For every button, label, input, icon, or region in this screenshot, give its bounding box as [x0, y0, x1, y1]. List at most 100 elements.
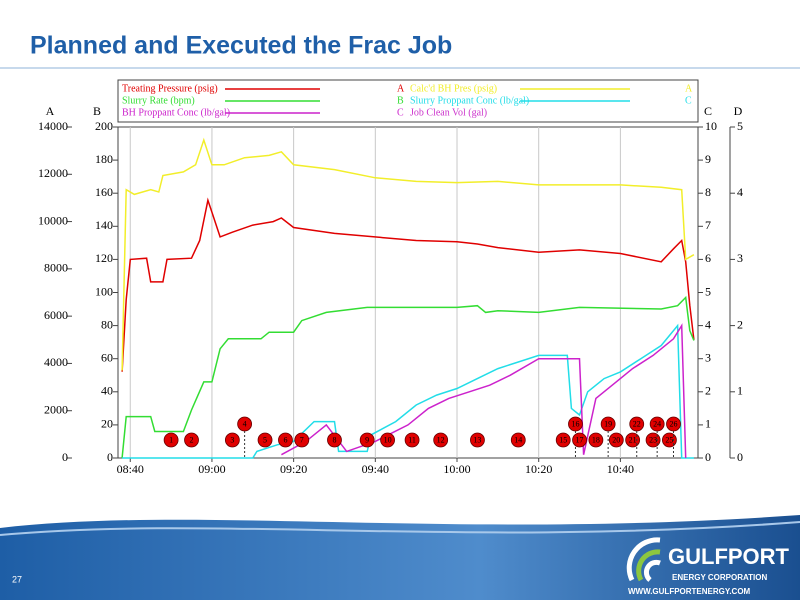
- y-tick-label: 1: [737, 384, 743, 398]
- legend-axis: C: [685, 95, 692, 106]
- event-marker: 1: [163, 432, 179, 448]
- event-marker: 23: [645, 432, 661, 448]
- y-tick-label: 4: [705, 317, 711, 331]
- footer-wave: [0, 521, 800, 536]
- y-tick-label: 0: [107, 450, 113, 464]
- event-label: 2: [190, 435, 194, 444]
- y-tick-label: 1: [705, 417, 711, 431]
- y-tick-label: 80: [101, 317, 113, 331]
- event-marker: 3: [224, 432, 240, 448]
- event-label: 20: [612, 435, 620, 444]
- event-dot: [555, 432, 571, 448]
- axis-name: B: [93, 104, 101, 118]
- logo: GULFPORT ENERGY CORPORATION WWW.GULFPORT…: [626, 537, 790, 596]
- logo-arc: [636, 549, 661, 582]
- y-tick-label: 200: [95, 119, 113, 133]
- plot-frame: [117, 126, 699, 459]
- y-tick-label: 0: [62, 450, 68, 464]
- event-label: 10: [384, 435, 392, 444]
- y-tick-label: 4000: [44, 355, 68, 369]
- event-label: 19: [604, 419, 612, 428]
- event-dot: [404, 432, 420, 448]
- series-line: [122, 323, 694, 459]
- event-dot: [662, 432, 677, 448]
- logo-name: GULFPORT: [668, 544, 790, 569]
- event-marker: 5: [257, 432, 273, 448]
- event-dot: [470, 432, 485, 448]
- y-tick-label: 0: [737, 450, 743, 464]
- series-line: [121, 137, 695, 371]
- event-dot: [572, 432, 587, 448]
- logo-url: WWW.GULFPORTENERGY.COM: [628, 587, 751, 596]
- event-marker: 26: [666, 416, 681, 458]
- y-tick-label: 3: [737, 251, 743, 265]
- y-tick-label: 10000: [38, 213, 68, 227]
- x-tick-label: 10:20: [525, 462, 552, 476]
- logo-subtitle: ENERGY CORPORATION: [672, 573, 767, 582]
- y-tick-label: 180: [95, 152, 113, 166]
- x-tick-label: 10:40: [607, 462, 634, 476]
- event-label: 24: [653, 419, 661, 428]
- event-dot: [645, 432, 661, 448]
- event-marker: 17: [572, 432, 587, 448]
- event-marker: 7: [294, 432, 310, 448]
- event-label: 8: [332, 435, 336, 444]
- event-marker: 18: [588, 432, 604, 448]
- legend-label: BH Proppant Conc (lb/gal): [122, 107, 230, 118]
- logo-arc: [643, 559, 661, 582]
- event-marker: 25: [662, 432, 677, 448]
- y-tick-label: 2000: [44, 402, 68, 416]
- x-tick-label: 09:20: [280, 462, 307, 476]
- series-line: [281, 323, 687, 459]
- y-tick-label: 8: [705, 185, 711, 199]
- event-marker: 10: [380, 432, 395, 448]
- event-dot: [588, 432, 604, 448]
- y-tick-label: 5: [737, 119, 743, 133]
- event-label: 14: [514, 435, 522, 444]
- event-label: 9: [365, 435, 369, 444]
- event-dot: [327, 432, 342, 448]
- x-tick-label: 09:00: [198, 462, 225, 476]
- footer-band: [0, 515, 800, 600]
- event-label: 16: [571, 419, 579, 428]
- legend-label: Job Clean Vol (gal): [410, 107, 487, 118]
- event-dot: [433, 432, 449, 448]
- y-tick-label: 10: [705, 119, 717, 133]
- event-marker: 14: [510, 432, 526, 448]
- y-tick-label: 9: [705, 152, 711, 166]
- event-dot: [608, 432, 624, 448]
- y-tick-label: 2: [705, 384, 711, 398]
- legend-label: Calc'd BH Pres (psig): [410, 83, 497, 94]
- event-marker: 12: [433, 432, 449, 448]
- event-marker: 21: [625, 432, 641, 448]
- event-label: 7: [300, 435, 304, 444]
- event-label: 17: [576, 435, 584, 444]
- y-tick-label: 2: [737, 317, 743, 331]
- event-marker: 15: [555, 432, 571, 448]
- event-dot: [359, 432, 375, 448]
- axis-name: D: [734, 104, 743, 118]
- y-tick-label: 60: [101, 350, 113, 364]
- legend-axis: B: [397, 95, 404, 106]
- event-marker: 4: [237, 416, 253, 458]
- event-label: 3: [230, 435, 234, 444]
- event-label: 21: [629, 435, 637, 444]
- y-tick-label: 20: [101, 417, 113, 431]
- event-dot: [184, 432, 199, 448]
- x-tick-label: 08:40: [117, 462, 144, 476]
- event-dot: [163, 432, 179, 448]
- event-marker: 20: [608, 432, 624, 448]
- y-tick-label: 7: [705, 218, 711, 232]
- event-label: 25: [665, 435, 673, 444]
- event-marker: 19: [600, 416, 616, 458]
- event-label: 12: [437, 435, 445, 444]
- event-label: 1: [169, 435, 173, 444]
- event-dot: [510, 432, 526, 448]
- event-marker: 11: [404, 432, 420, 448]
- event-dot: [257, 432, 273, 448]
- y-tick-label: 100: [95, 284, 113, 298]
- event-marker: 9: [359, 432, 375, 448]
- y-tick-label: 12000: [38, 166, 68, 180]
- y-tick-label: 5: [705, 284, 711, 298]
- x-tick-label: 10:00: [443, 462, 470, 476]
